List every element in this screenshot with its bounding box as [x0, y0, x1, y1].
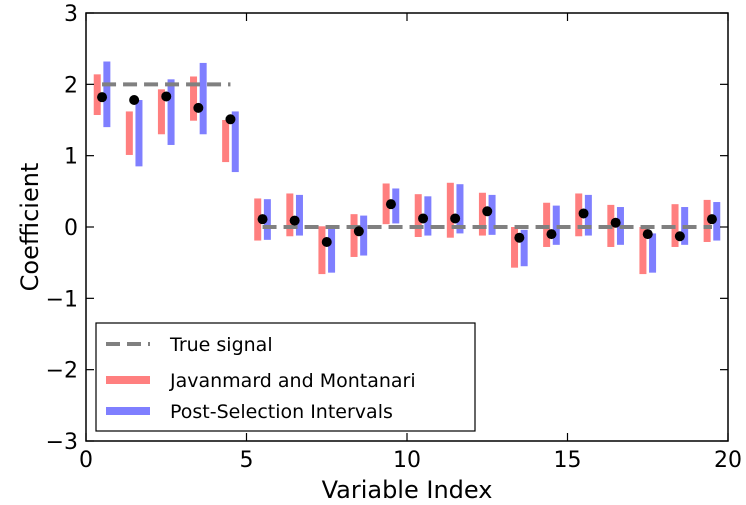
legend: True signal Javanmard and Montanari Post… — [95, 322, 476, 432]
estimate-point — [321, 236, 332, 247]
interval-bar-jm — [190, 76, 198, 121]
legend-box — [95, 322, 476, 432]
interval-bar-jm — [350, 214, 358, 257]
estimate-point — [225, 114, 236, 125]
interval-bar-jm — [318, 226, 326, 275]
interval-bar-psi — [167, 79, 175, 145]
interval-bar-psi — [360, 215, 368, 256]
y-axis-label: Coefficient — [16, 163, 44, 292]
y-tick-label: −2 — [46, 359, 78, 384]
interval-bar-psi — [456, 184, 464, 234]
interval-bar-jm — [414, 194, 422, 237]
interval-bar-psi — [103, 61, 111, 128]
estimate-point — [674, 231, 685, 242]
interval-bar-psi — [649, 233, 657, 273]
estimate-point — [546, 229, 557, 240]
interval-bar-psi — [295, 194, 303, 236]
estimate-point — [418, 213, 429, 224]
interval-bar-psi — [231, 111, 239, 173]
estimate-point — [482, 206, 493, 217]
x-tick-label: 5 — [240, 448, 254, 473]
estimate-point — [97, 92, 108, 103]
x-tick-label: 15 — [554, 448, 582, 473]
interval-bar-psi — [552, 205, 560, 245]
interval-bar-psi — [713, 202, 721, 241]
interval-bar-jm — [511, 227, 519, 268]
interval-bars-layer — [93, 61, 721, 275]
estimate-point — [129, 95, 140, 106]
estimate-point — [578, 208, 589, 219]
interval-bar-jm — [222, 120, 230, 163]
estimate-point — [353, 226, 364, 237]
estimate-point — [450, 213, 461, 224]
x-axis-label: Variable Index — [322, 476, 493, 504]
true-signal-layer — [102, 82, 712, 229]
legend-label-true-signal: True signal — [169, 334, 273, 356]
estimate-point — [514, 232, 525, 243]
y-tick-label: −3 — [46, 430, 78, 455]
interval-bar-psi — [392, 188, 400, 224]
interval-bar-psi — [424, 196, 432, 236]
y-tick-label: 1 — [64, 145, 78, 170]
estimate-point — [193, 102, 204, 113]
interval-bar-jm — [639, 227, 647, 275]
interval-bar-psi — [135, 100, 143, 167]
estimate-point — [706, 214, 717, 225]
interval-bar-psi — [488, 194, 496, 235]
interval-bar-psi — [328, 227, 336, 273]
interval-bar-jm — [543, 202, 551, 247]
estimate-point — [610, 217, 621, 228]
estimate-point — [161, 91, 172, 102]
interval-bar-jm — [125, 111, 133, 155]
interval-bar-jm — [157, 89, 165, 135]
y-tick-label: 0 — [64, 216, 78, 241]
interval-bar-jm — [575, 193, 583, 237]
estimate-point — [289, 215, 300, 226]
estimate-points-layer — [97, 91, 717, 247]
interval-bar-jm — [286, 193, 294, 237]
x-tick-label: 0 — [79, 448, 93, 473]
estimate-point — [257, 214, 268, 225]
x-tick-label: 20 — [714, 448, 742, 473]
legend-label-post-selection: Post-Selection Intervals — [170, 401, 393, 423]
legend-label-javanmard-montanari: Javanmard and Montanari — [169, 370, 416, 392]
interval-bar-psi — [520, 229, 528, 267]
estimate-point — [385, 199, 396, 210]
interval-bar-jm — [703, 199, 711, 242]
interval-bar-psi — [584, 194, 592, 236]
y-tick-label: −1 — [46, 287, 78, 312]
interval-bar-jm — [478, 192, 486, 236]
y-tick-label: 3 — [64, 2, 78, 27]
interval-bar-psi — [199, 62, 207, 135]
interval-bar-jm — [446, 182, 454, 238]
estimate-point — [642, 229, 653, 240]
interval-bar-jm — [93, 74, 101, 116]
x-tick-label: 10 — [393, 448, 421, 473]
y-tick-label: 2 — [64, 73, 78, 98]
